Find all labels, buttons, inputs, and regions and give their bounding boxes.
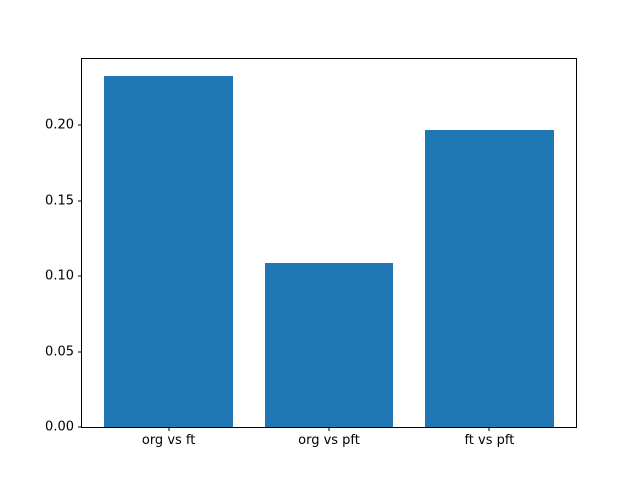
x-axis-tick-label: org vs pft [298, 433, 360, 448]
x-axis-tick-label: org vs ft [141, 433, 196, 448]
y-axis-tick [78, 275, 82, 277]
bar-ft-vs-pft [425, 129, 554, 427]
y-axis-tick [78, 124, 82, 126]
x-axis-tick [168, 427, 170, 431]
bar-org-vs-ft [104, 75, 233, 427]
y-axis-tick [78, 351, 82, 353]
y-axis-tick-label: 0.15 [45, 193, 74, 209]
y-axis-tick-label: 0.20 [45, 117, 74, 133]
y-axis-tick-label: 0.10 [45, 268, 74, 284]
bar-org-vs-pft [264, 262, 394, 427]
x-axis-tick [488, 427, 490, 431]
y-axis-tick [78, 200, 82, 202]
x-axis-tick-label: ft vs pft [464, 433, 515, 448]
y-axis-tick-label: 0.05 [45, 344, 74, 360]
y-axis-tick [78, 426, 82, 428]
plot-area: org vs ft org vs pft ft vs pft 0.00 0.05 0.10… [45, 58, 577, 447]
x-axis-tick [328, 427, 330, 431]
y-axis-tick-label: 0.00 [45, 419, 74, 435]
